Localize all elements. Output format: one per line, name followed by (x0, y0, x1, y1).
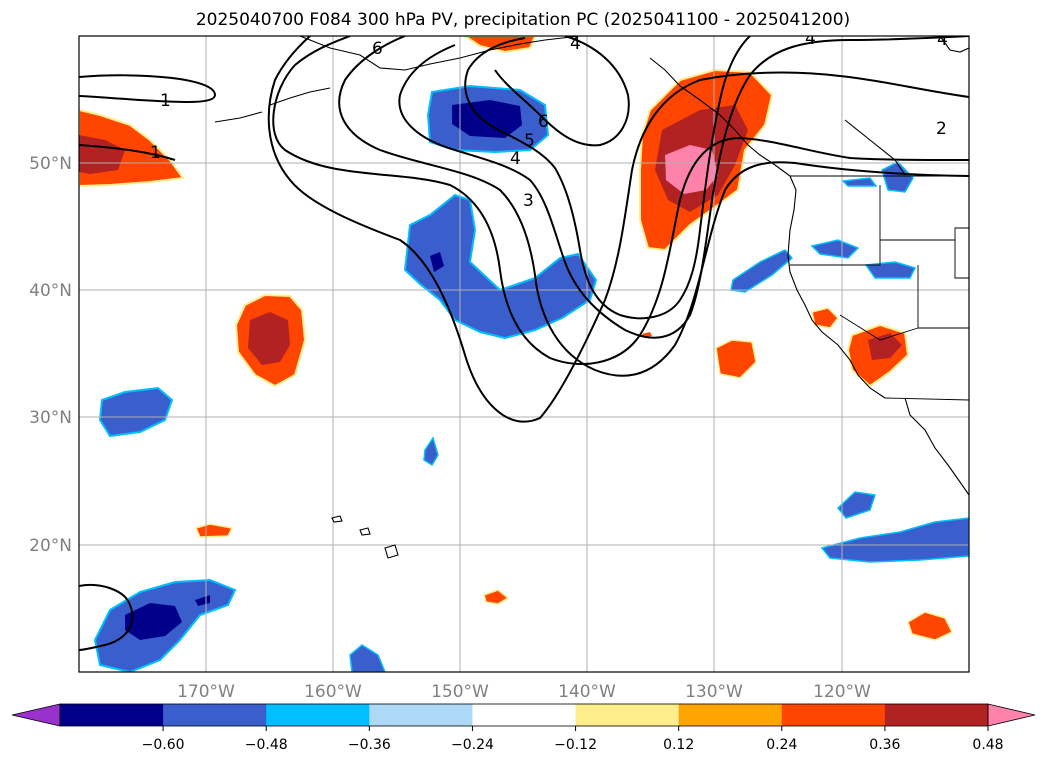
colorbar-tick-label: 0.48 (972, 737, 1003, 753)
lat-label: 50°N (29, 154, 72, 174)
precip-orange-small-2 (483, 589, 510, 605)
contour-label: 4 (570, 34, 581, 54)
colorbar-extend-low (11, 703, 61, 727)
colorbar-segment (678, 704, 783, 726)
colorbar-segment (575, 704, 680, 726)
contour-label: 1 (160, 91, 171, 111)
precip-blue-upper-core (452, 100, 522, 138)
contour-label: 3 (523, 191, 534, 211)
lon-label: 120°W (813, 682, 871, 702)
colorbar-tick-label: −0.48 (245, 737, 288, 753)
contour-label: 4 (937, 30, 948, 50)
colorbar-tick-label: −0.36 (348, 737, 391, 753)
colorbar-extend-high (987, 703, 1036, 727)
lat-label: 20°N (29, 536, 72, 556)
colorbar-tick-label: 0.12 (663, 737, 694, 753)
precip-blue-central-dot (430, 252, 444, 272)
colorbar-segment (781, 704, 886, 726)
gridlines (79, 36, 969, 672)
lat-labels: 50°N 40°N 30°N 20°N (29, 154, 72, 556)
colorbar-segment (163, 704, 267, 726)
precip-blue-central (403, 193, 598, 340)
colorbar-tick-label: 0.36 (869, 737, 900, 753)
contour-label: 6 (372, 39, 383, 59)
lat-label: 30°N (29, 408, 72, 428)
colorbar-segment (472, 704, 577, 726)
precip-blue-east-3 (864, 261, 917, 279)
map-frame (78, 35, 970, 673)
precip-blue-small-2 (349, 644, 386, 672)
contour-label: 2 (936, 119, 947, 139)
lon-label: 130°W (685, 682, 743, 702)
precip-blue-west (98, 386, 174, 438)
colorbar-tick-label: −0.60 (142, 737, 185, 753)
contour-label: 1 (150, 143, 161, 163)
colorbar: −0.60 −0.48 −0.36 −0.24 −0.12 0.12 0.24 0.36 0.4… (11, 703, 1036, 753)
contour-label: 5 (524, 131, 535, 151)
precip-nw-corner-core (79, 135, 125, 174)
colorbar-outline (59, 703, 989, 727)
lon-label: 170°W (177, 682, 235, 702)
precip-orange-east-1 (715, 339, 757, 379)
precip-blue-east-2 (810, 239, 860, 259)
colorbar-segment (60, 704, 164, 726)
colorbar-segment (266, 704, 370, 726)
colorbar-tick-label: 0.24 (766, 737, 797, 753)
contour-label: 4 (510, 149, 521, 169)
precip-blue-small-1 (423, 436, 439, 467)
colorbar-tick-label: −0.24 (451, 737, 494, 753)
map-area: 1 1 2 3 4 4 4 5 6 6 4 (79, 29, 969, 672)
lon-labels: 170°W 160°W 150°W 140°W 130°W 120°W (177, 682, 871, 702)
lat-label: 40°N (29, 281, 72, 301)
contour-label: 6 (538, 112, 549, 132)
contour-label: 4 (805, 29, 816, 49)
precip-orange-small-1 (194, 523, 234, 538)
precip-red-west-core (248, 312, 290, 365)
precip-blue-east-4 (841, 177, 878, 187)
colorbar-segment (369, 704, 473, 726)
pv-contours (79, 36, 969, 651)
lon-label: 150°W (431, 682, 489, 702)
precip-blue-sw-core (125, 603, 182, 640)
precip-blue-east-7 (820, 517, 969, 563)
precip-blue-east-6 (836, 491, 876, 519)
precip-red-socal (868, 333, 902, 360)
precip-orange-east-3 (907, 611, 954, 641)
lon-label: 160°W (304, 682, 362, 702)
lon-label: 140°W (558, 682, 616, 702)
colorbar-tick-label: −0.12 (554, 737, 597, 753)
colorbar-segment (884, 704, 989, 726)
contour-labels: 1 1 2 3 4 4 4 5 6 6 4 (150, 29, 948, 211)
precip-shading (79, 36, 969, 672)
figure-title: 2025040700 F084 300 hPa PV, precipitatio… (196, 10, 850, 30)
